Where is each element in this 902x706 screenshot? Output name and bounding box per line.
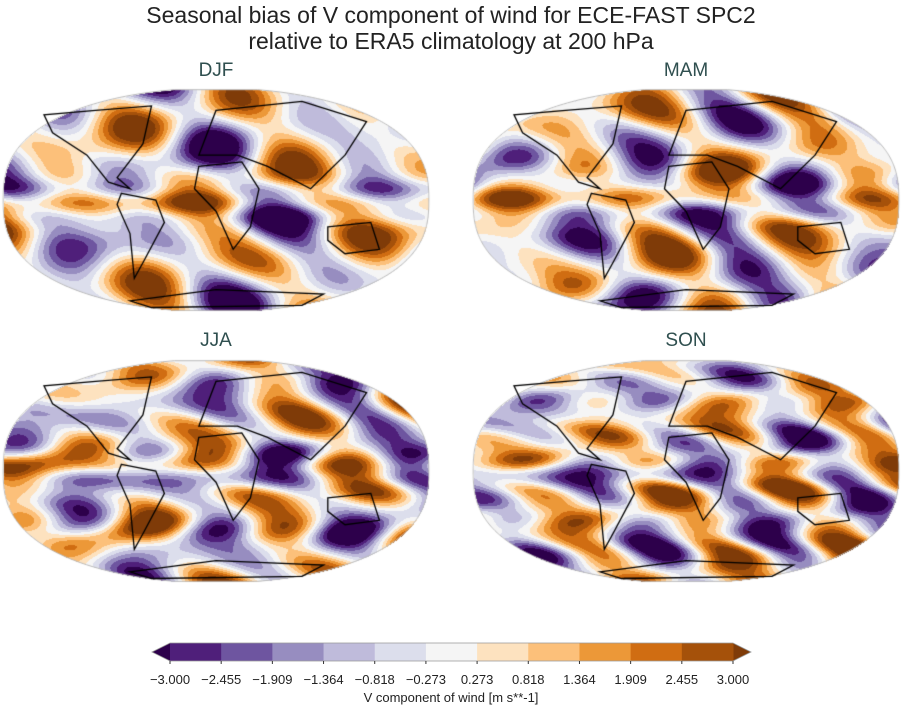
map-mam — [471, 88, 901, 312]
colorbar-swatch — [579, 643, 632, 661]
colorbar-swatch — [323, 643, 376, 661]
colorbar-tick-label: −0.273 — [406, 672, 446, 687]
colorbar-outline — [151, 642, 752, 662]
colorbar-tick-label: 2.455 — [666, 672, 699, 687]
colorbar-swatch — [477, 643, 529, 661]
panel-title-djf: DJF — [198, 60, 234, 81]
colorbar-swatch — [221, 643, 273, 661]
colorbar-tick-label: −0.818 — [355, 672, 395, 687]
colorbar-swatch — [528, 643, 580, 661]
colorbar-swatch — [272, 643, 325, 661]
panel-title-jja: JJA — [200, 330, 232, 351]
colorbar-tick-label: 1.909 — [614, 672, 647, 687]
colorbar-tick-label: −1.909 — [252, 672, 292, 687]
colorbar-tick-label: −2.455 — [201, 672, 241, 687]
colorbar-tick-label: 0.273 — [461, 672, 494, 687]
map-jja — [1, 359, 431, 583]
colorbar-swatch — [681, 643, 734, 661]
colorbar-tick-label: 0.818 — [512, 672, 545, 687]
colorbar-tick-label: 3.000 — [717, 672, 750, 687]
colorbar-swatch — [425, 643, 478, 661]
figure-title-line1: Seasonal bias of V component of wind for… — [146, 2, 756, 28]
figure-title-line2: relative to ERA5 climatology at 200 hPa — [248, 28, 654, 54]
colorbar-tick-label: −1.364 — [303, 672, 343, 687]
colorbar-swatch — [374, 643, 427, 661]
panel-title-son: SON — [665, 330, 707, 351]
colorbar-tick-label: 1.364 — [563, 672, 596, 687]
colorbar-swatch — [170, 643, 222, 661]
panel-title-mam: MAM — [663, 60, 709, 81]
colorbar-label: V component of wind [m s**-1] — [364, 690, 539, 705]
map-djf — [1, 88, 431, 312]
map-son — [471, 359, 901, 583]
colorbar-extend-min — [152, 643, 170, 661]
colorbar-tick-label: −3.000 — [150, 672, 190, 687]
colorbar-extend-max — [733, 643, 751, 661]
colorbar-swatch — [630, 643, 683, 661]
